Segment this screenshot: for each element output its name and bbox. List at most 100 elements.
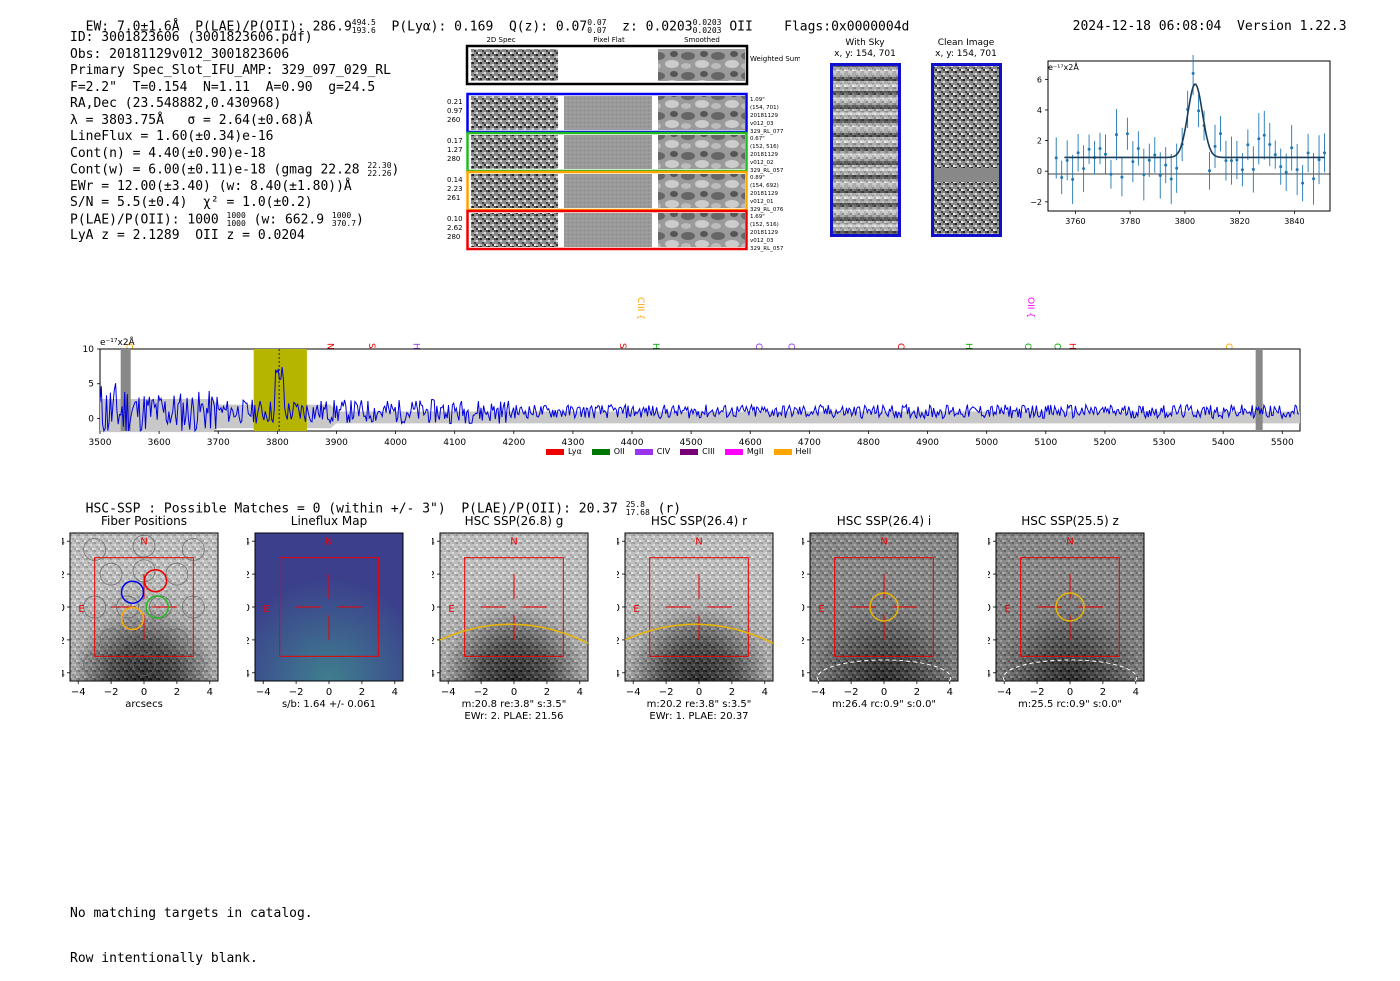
line-fit-point bbox=[1235, 158, 1239, 162]
hsc-xtick: −2 bbox=[1030, 687, 1045, 698]
weighted-2d bbox=[471, 49, 558, 81]
row-right-value: 20181129 bbox=[750, 230, 778, 236]
row-smoothed bbox=[658, 96, 745, 130]
hsc-xtick: 4 bbox=[1133, 687, 1139, 698]
col-2d-spec: 2D Spec bbox=[486, 36, 515, 44]
hsc-xtick: 0 bbox=[696, 687, 702, 698]
hsc-xtick: −2 bbox=[659, 687, 674, 698]
spectrum-xtick: 4100 bbox=[443, 438, 466, 448]
legend-item: MgII bbox=[724, 447, 764, 456]
hsc-ytick: −2 bbox=[432, 636, 435, 647]
hsc-xtick: 2 bbox=[914, 687, 920, 698]
hsc-xtick: −4 bbox=[441, 687, 456, 698]
spectrum-xtick: 4300 bbox=[561, 438, 584, 448]
fiber-green bbox=[145, 595, 169, 619]
info-ewr: EWr = 12.00(±3.40) (w: 8.40(±1.80))Å bbox=[70, 178, 352, 194]
north-label: N bbox=[510, 537, 517, 548]
line-fit-point bbox=[1262, 133, 1266, 137]
row-left-value: 1.27 bbox=[447, 146, 463, 154]
line-fit-point bbox=[1131, 160, 1135, 164]
row-right-value: v012_03 bbox=[750, 238, 774, 244]
legend-label: MgII bbox=[746, 447, 764, 456]
legend-swatch bbox=[546, 448, 564, 455]
info-block: ID: 3001823606 (3001823606.pdf) Obs: 201… bbox=[70, 30, 400, 243]
hsc-panel-title: Fiber Positions bbox=[101, 514, 187, 528]
hsc-hi: 25.8 bbox=[625, 500, 645, 509]
row-left-value: 0.97 bbox=[447, 107, 463, 115]
hsc-ytick: 0 bbox=[62, 603, 65, 614]
hsc-ytick: 4 bbox=[617, 537, 620, 548]
row-right-value: 329_RL_057 bbox=[750, 168, 784, 174]
row-right-value: 0.89" bbox=[750, 175, 765, 181]
flags-value: Flags:0x0000004d bbox=[784, 19, 910, 35]
info-z-line: LyA z = 2.1289 OII z = 0.0204 bbox=[70, 228, 305, 243]
legend-item: CIII bbox=[680, 447, 715, 456]
hsc-xtick: 4 bbox=[947, 687, 953, 698]
row-left-value: 0.17 bbox=[447, 137, 463, 145]
qz-hi: 0.07 bbox=[587, 18, 607, 27]
row-right-value: 20181129 bbox=[750, 113, 778, 119]
north-label: N bbox=[1066, 537, 1073, 548]
spectrum-xtick: 4200 bbox=[502, 438, 525, 448]
galaxy-ellipse bbox=[816, 659, 952, 696]
legend-label: CIV bbox=[656, 447, 671, 456]
plae-lo: 193.6 bbox=[351, 26, 376, 35]
header-bar: EW: 7.0±1.6Å P(LAE)/P(OII): 286.9494.5 19… bbox=[70, 4, 910, 35]
emission-window bbox=[253, 349, 307, 431]
hsc-ytick: 4 bbox=[247, 537, 250, 548]
north-label: N bbox=[325, 537, 332, 548]
line-fit-ylabel: e⁻¹⁷x2Å bbox=[1048, 61, 1079, 72]
hsc-panel-title: HSC SSP(26.4) i bbox=[837, 514, 932, 528]
line-fit-xtick: 3840 bbox=[1284, 217, 1304, 226]
line-fit-point bbox=[1197, 109, 1201, 113]
fiber-blue bbox=[120, 580, 145, 604]
spectrum-xtick: 3500 bbox=[89, 438, 112, 448]
fiber-red bbox=[143, 568, 168, 593]
hsc-caption: m:26.4 rc:0.9" s:0.0" bbox=[832, 699, 936, 710]
galaxy-ellipse bbox=[439, 623, 589, 644]
spectrum-xtick: 3900 bbox=[325, 438, 348, 448]
info-radec: RA,Dec (23.548882,0.430968) bbox=[70, 96, 282, 111]
full-spectrum: CIV {NV {SiII {HeII {SiIV {CIII {Hγ {CII… bbox=[83, 297, 1301, 448]
legend-item: CIV bbox=[634, 447, 671, 456]
spectrum-flux-line bbox=[99, 367, 1300, 433]
row-right-value: v012_03 bbox=[750, 121, 774, 127]
counterpart-circle bbox=[869, 592, 899, 622]
line-fit-xtick: 3780 bbox=[1120, 217, 1140, 226]
spectrum-xtick: 4500 bbox=[680, 438, 703, 448]
info-plae-lo: 1000 bbox=[226, 218, 246, 228]
line-fit-point bbox=[1323, 151, 1327, 155]
hsc-xtick: −4 bbox=[256, 687, 271, 698]
hsc-ytick: 2 bbox=[802, 570, 805, 581]
galaxy-ellipse bbox=[624, 623, 774, 644]
row-right-value: 20181129 bbox=[750, 152, 778, 158]
counterpart-circle bbox=[1055, 592, 1085, 622]
emission-line-label: CIII { bbox=[635, 297, 645, 320]
plae-hi: 494.5 bbox=[351, 18, 376, 27]
hsc-xtick: 2 bbox=[729, 687, 735, 698]
hsc-xtick: 2 bbox=[544, 687, 550, 698]
line-fit-point bbox=[1191, 71, 1195, 75]
line-fit-point bbox=[1071, 177, 1075, 181]
row-left-value: 2.23 bbox=[447, 185, 463, 193]
hsc-panel-title: Lineflux Map bbox=[291, 514, 367, 528]
galaxy-ellipse bbox=[1002, 659, 1138, 696]
z-lo: 0.0203 bbox=[692, 26, 722, 35]
hsc-xtick: −4 bbox=[997, 687, 1012, 698]
hsc-xtick: −2 bbox=[844, 687, 859, 698]
hsc-caption: m:20.2 re:3.8" s:3.5" bbox=[647, 699, 752, 710]
row-right-value: (154, 692) bbox=[750, 183, 779, 189]
line-fit-point bbox=[1268, 143, 1272, 147]
row-2d-spec bbox=[471, 96, 558, 130]
spectrum-xtick: 5300 bbox=[1153, 438, 1176, 448]
line-fit-ytick: 6 bbox=[1037, 75, 1042, 84]
line-fit-ytick: −2 bbox=[1030, 198, 1042, 207]
hsc-caption-2: EWr: 2. PLAE: 21.56 bbox=[464, 711, 563, 722]
row-smoothed bbox=[658, 213, 745, 247]
line-fit-point bbox=[1087, 147, 1091, 151]
clean-image bbox=[931, 63, 1002, 237]
row-right-value: (152, 516) bbox=[750, 222, 779, 228]
hsc-xtick: 4 bbox=[392, 687, 398, 698]
z-value: z: 0.0203 bbox=[622, 19, 693, 35]
line-fit-point bbox=[1065, 158, 1069, 162]
